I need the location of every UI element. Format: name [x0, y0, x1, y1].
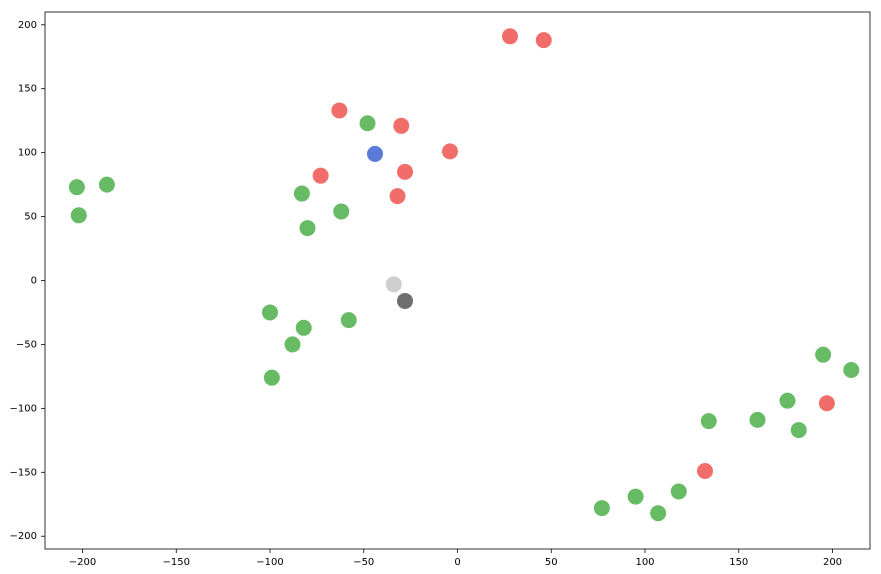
- scatter-point-dark-gray: [397, 293, 413, 309]
- scatter-point-red: [819, 395, 835, 411]
- x-tick-label: −50: [353, 557, 374, 568]
- x-tick-label: 100: [635, 557, 654, 568]
- chart-svg: −200 −150 −100 −50 0 50 100 150 200 −200 −150 −100…: [0, 0, 881, 574]
- x-tick-label: 150: [729, 557, 748, 568]
- scatter-point-green: [594, 500, 610, 516]
- scatter-point-green: [300, 220, 316, 236]
- scatter-point-green: [780, 393, 796, 409]
- scatter-points: [69, 28, 859, 521]
- scatter-point-green: [264, 370, 280, 386]
- y-tick-label: 100: [18, 148, 37, 159]
- y-tick-label: −200: [10, 531, 37, 542]
- scatter-point-red: [390, 188, 406, 204]
- scatter-point-green: [333, 203, 349, 219]
- scatter-point-green: [69, 179, 85, 195]
- scatter-point-red: [331, 102, 347, 118]
- scatter-point-blue: [367, 146, 383, 162]
- scatter-point-green: [843, 362, 859, 378]
- scatter-point-red: [313, 168, 329, 184]
- scatter-point-red: [502, 28, 518, 44]
- scatter-point-green: [671, 483, 687, 499]
- scatter-point-green: [628, 489, 644, 505]
- scatter-point-green: [294, 186, 310, 202]
- y-tick-label: 200: [18, 20, 37, 31]
- scatter-point-red: [536, 32, 552, 48]
- y-tick-label: 50: [24, 212, 37, 223]
- y-tick-label: 0: [31, 276, 37, 287]
- scatter-point-green: [99, 177, 115, 193]
- scatter-chart: −200 −150 −100 −50 0 50 100 150 200 −200 −150 −100…: [0, 0, 881, 574]
- scatter-point-light-gray: [386, 276, 402, 292]
- x-tick-label: 0: [454, 557, 460, 568]
- y-tick-label: −100: [10, 403, 37, 414]
- scatter-point-green: [262, 304, 278, 320]
- x-tick-label: 200: [823, 557, 842, 568]
- x-tick-label: 50: [545, 557, 558, 568]
- scatter-point-green: [285, 336, 301, 352]
- scatter-point-red: [697, 463, 713, 479]
- scatter-point-green: [71, 207, 87, 223]
- x-tick-label: −150: [163, 557, 190, 568]
- y-tick-label: −150: [10, 467, 37, 478]
- scatter-point-green: [296, 320, 312, 336]
- plot-area: [45, 12, 870, 549]
- x-axis-ticks: −200 −150 −100 −50 0 50 100 150 200: [69, 549, 842, 568]
- scatter-point-red: [393, 118, 409, 134]
- x-tick-label: −100: [256, 557, 283, 568]
- y-tick-label: 150: [18, 84, 37, 95]
- scatter-point-green: [750, 412, 766, 428]
- scatter-point-green: [650, 505, 666, 521]
- scatter-point-green: [815, 347, 831, 363]
- x-tick-label: −200: [69, 557, 96, 568]
- scatter-point-green: [360, 115, 376, 131]
- y-axis-ticks: −200 −150 −100 −50 0 50 100 150 200: [10, 20, 45, 542]
- scatter-point-green: [341, 312, 357, 328]
- scatter-point-red: [442, 143, 458, 159]
- scatter-point-red: [397, 164, 413, 180]
- scatter-point-green: [791, 422, 807, 438]
- scatter-point-green: [701, 413, 717, 429]
- y-tick-label: −50: [16, 339, 37, 350]
